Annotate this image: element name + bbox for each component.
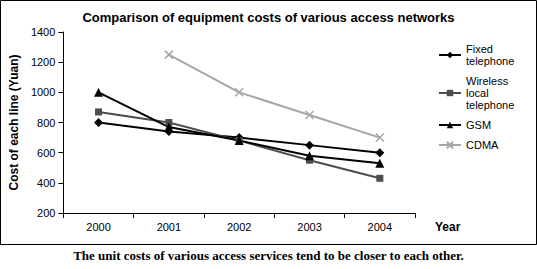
svg-text:400: 400 xyxy=(37,177,55,189)
svg-text:GSM: GSM xyxy=(466,119,491,131)
svg-text:2003: 2003 xyxy=(297,221,321,233)
svg-text:800: 800 xyxy=(37,117,55,129)
svg-text:2000: 2000 xyxy=(86,221,110,233)
svg-text:1200: 1200 xyxy=(31,56,55,68)
svg-text:Cost of each line (Yuan): Cost of each line (Yuan) xyxy=(7,54,21,190)
svg-text:1000: 1000 xyxy=(31,86,55,98)
svg-text:Comparison of equipment costs: Comparison of equipment costs of various… xyxy=(82,10,454,25)
svg-text:local: local xyxy=(466,87,492,99)
svg-text:telephone: telephone xyxy=(466,99,514,111)
svg-text:2002: 2002 xyxy=(227,221,251,233)
svg-text:600: 600 xyxy=(37,147,55,159)
svg-text:2004: 2004 xyxy=(368,221,392,233)
svg-text:Year: Year xyxy=(435,220,461,234)
svg-text:200: 200 xyxy=(37,207,55,219)
svg-text:1400: 1400 xyxy=(31,26,55,38)
svg-text:CDMA: CDMA xyxy=(466,139,499,151)
svg-text:The unit costs of various acce: The unit costs of various access service… xyxy=(73,248,464,263)
svg-text:telephone: telephone xyxy=(466,55,514,67)
svg-text:Wireless: Wireless xyxy=(466,75,511,87)
svg-text:2001: 2001 xyxy=(157,221,181,233)
svg-text:Fixed: Fixed xyxy=(466,43,496,55)
